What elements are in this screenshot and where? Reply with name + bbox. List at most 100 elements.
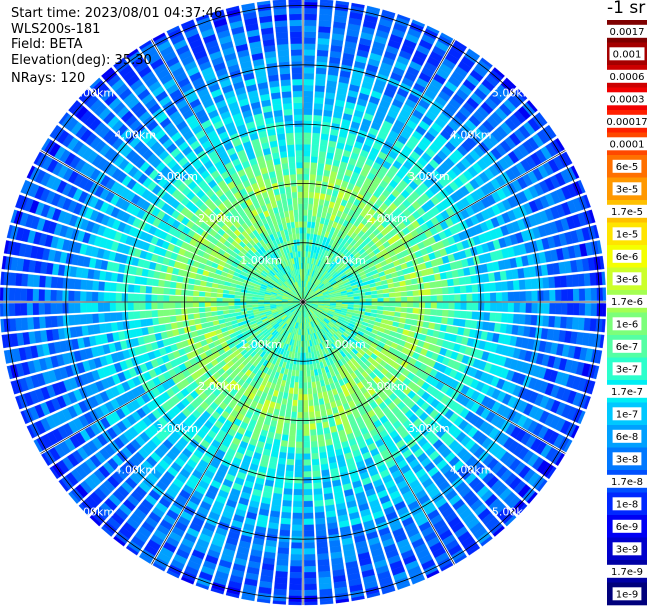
ray-cell [291,405,298,413]
ray-cell [365,294,372,299]
ray-cell [303,494,313,502]
ray-cell [393,316,401,323]
ray-cell [318,576,332,584]
ray-cell [464,319,472,328]
ray-cell [353,293,360,297]
ray-cell [589,272,597,286]
ray-cell [448,302,455,310]
ray-cell [518,279,526,290]
ray-cell [319,404,326,412]
ray-cell [310,435,318,442]
ray-cell [312,393,319,400]
ray-cell [145,294,152,302]
ray-cell [314,375,320,382]
ray-cell [97,302,105,312]
ray-cell [277,391,284,399]
ray-cell [336,299,343,302]
ray-cell [406,307,414,314]
ray-cell [294,376,299,383]
ray-cell [303,447,311,454]
ray-cell [295,370,300,377]
ray-cell [115,283,123,292]
ray-cell [32,288,39,301]
ray-cell [389,297,396,302]
ray-cell [240,295,247,299]
ray-cell [257,304,265,307]
ray-cell [318,582,332,590]
ray-cell [9,272,17,286]
ray-cell [303,530,315,537]
ray-cell [313,102,324,110]
ray-cell [525,290,533,302]
ray-cell [490,292,497,302]
ray-cell [441,279,449,287]
ray-cell [74,314,82,325]
ray-cell [211,283,219,289]
ray-cell [454,40,468,50]
ray-cell [400,307,408,313]
ray-cell [519,291,527,302]
ray-cell [223,285,230,291]
ray-cell [234,311,242,317]
ray-cell [314,192,320,199]
ray-cell [307,215,312,222]
ray-cell [303,102,313,110]
ray-cell [80,279,88,290]
ray-cell [313,399,319,406]
ray-cell [322,175,330,183]
ray-cell [359,292,366,296]
ray-cell [322,205,329,213]
ray-cell [257,297,265,300]
ray-cell [210,292,218,298]
ray-cell [133,284,141,293]
ray-cell [157,287,164,295]
ray-cells [0,0,607,606]
ray-cell [307,376,312,383]
ray-cell [303,358,307,366]
ray-cell [542,315,550,327]
ray-cell [246,296,253,300]
ray-cell [210,287,218,293]
ray-cell [127,293,134,302]
ray-cell [286,405,292,412]
ray-cell [495,312,503,323]
ray-cell [295,346,299,353]
ray-cell [293,387,299,395]
ray-cell [370,286,377,292]
ray-cell [174,308,182,315]
ray-cell [68,314,76,326]
ray-cell [295,441,303,449]
ray-cell [205,281,213,288]
ray-cell [246,304,253,308]
ray-cell [2,287,10,301]
ray-cell [442,294,450,302]
ray-cell [305,256,308,264]
ray-cell [303,256,306,264]
ray-cell [430,309,437,316]
ray-cell [109,292,116,302]
ray-cell [9,318,17,332]
ray-cell [198,302,205,308]
ray-cell [314,97,324,104]
ray-cell [311,221,316,229]
ray-cell [303,453,311,460]
ray-cell [394,307,402,312]
ray-cell [304,589,318,597]
ray-cell [304,49,316,56]
ray-cell [245,299,253,302]
ray-cell [292,518,303,526]
ray-cell [210,311,218,317]
ray-cell [588,380,596,395]
ray-cell [453,310,461,318]
ray-cell [318,446,327,454]
ray-cell [601,271,606,286]
ray-cell [296,429,303,437]
ray-cell [405,318,413,325]
ray-cell [162,295,170,302]
ray-cell [20,288,28,301]
ray-cell [422,321,430,329]
ray-cell [303,233,307,240]
ray-cell [303,120,312,127]
ray-cell [309,423,316,431]
ray-cell [121,293,128,302]
